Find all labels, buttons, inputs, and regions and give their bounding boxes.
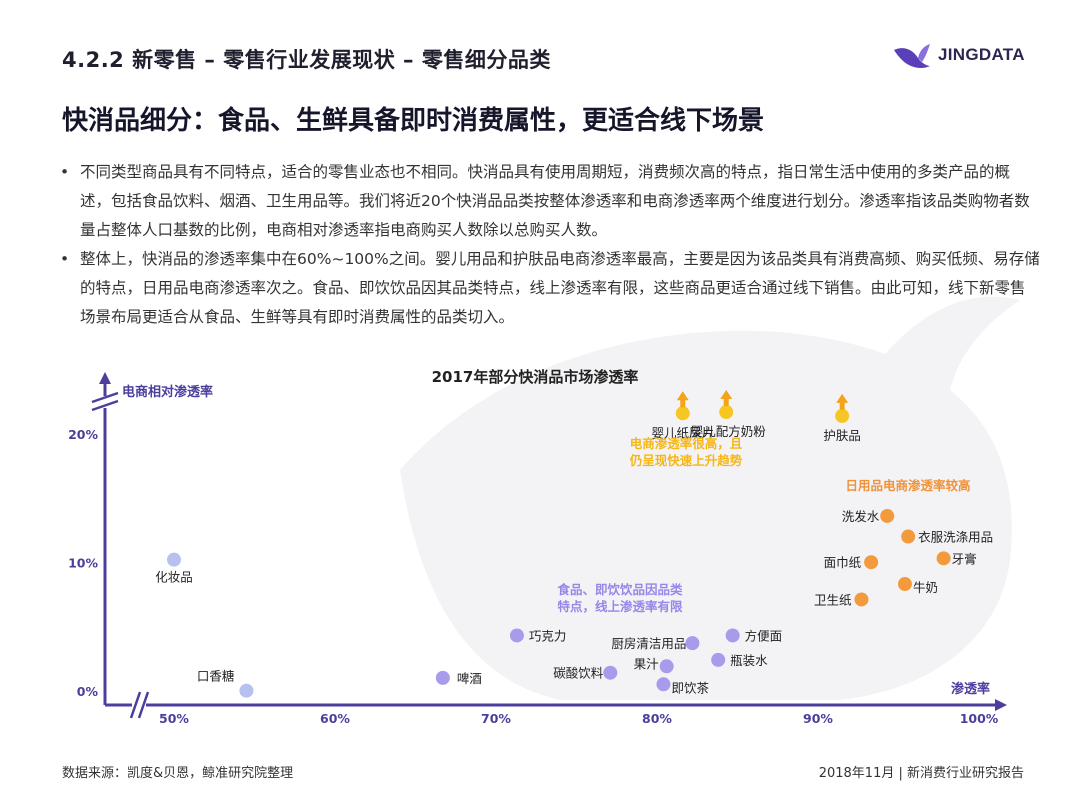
point-label: 果汁 bbox=[634, 656, 660, 671]
annotation-text: 特点，线上渗透率有限 bbox=[557, 599, 683, 614]
bullet-text: 不同类型商品具有不同特点，适合的零售业态也不相同。快消品具有使用周期短，消费频次… bbox=[80, 163, 1030, 239]
point-label: 啤酒 bbox=[457, 671, 482, 686]
x-tick-label: 80% bbox=[642, 711, 672, 726]
trend-arrow-head bbox=[836, 393, 849, 403]
data-point bbox=[835, 408, 850, 423]
data-point bbox=[435, 670, 450, 685]
bullet-item: • 不同类型商品具有不同特点，适合的零售业态也不相同。快消品具有使用周期短，消费… bbox=[60, 158, 1040, 245]
y-axis-break-mark bbox=[91, 399, 119, 412]
data-point bbox=[719, 405, 734, 420]
point-label: 口香糖 bbox=[197, 669, 235, 684]
data-point bbox=[864, 555, 879, 570]
y-axis-break-mark bbox=[91, 391, 119, 404]
data-point bbox=[603, 665, 618, 680]
data-point bbox=[711, 652, 726, 667]
point-label: 碳酸饮料 bbox=[553, 666, 604, 681]
bullet-item: • 整体上，快消品的渗透率集中在60%~100%之间。婴儿用品和护肤品电商渗透率… bbox=[60, 245, 1040, 332]
y-axis-label: 电商相对渗透率 bbox=[122, 384, 213, 400]
x-axis-arrow bbox=[995, 699, 1007, 711]
point-label: 巧克力 bbox=[529, 628, 567, 643]
point-label: 洗发水 bbox=[842, 509, 880, 524]
data-point bbox=[675, 406, 690, 421]
x-tick-label: 100% bbox=[960, 711, 999, 726]
trend-arrow-shaft bbox=[680, 399, 686, 408]
trend-arrow-shaft bbox=[723, 398, 729, 407]
data-point bbox=[854, 592, 869, 607]
data-point bbox=[901, 529, 916, 544]
annotation-text: 电商渗透率很高，且 bbox=[630, 436, 743, 451]
page-headline: 快消品细分：食品、生鲜具备即时消费属性，更适合线下场景 bbox=[62, 106, 765, 136]
jingdata-logo: JINGDATA bbox=[892, 40, 1025, 70]
whale-logo-icon bbox=[894, 44, 930, 68]
x-tick-label: 70% bbox=[481, 711, 511, 726]
section-title: 4.2.2 新零售 – 零售行业发展现状 – 零售细分品类 bbox=[62, 48, 551, 72]
data-point bbox=[659, 659, 674, 674]
bullet-dot: • bbox=[60, 250, 70, 268]
data-point bbox=[239, 683, 254, 698]
annotation-text: 日用品电商渗透率较高 bbox=[845, 478, 970, 493]
trend-arrow-head bbox=[676, 391, 689, 401]
point-label: 面巾纸 bbox=[824, 555, 862, 570]
x-axis-label: 渗透率 bbox=[951, 681, 990, 697]
point-label: 护肤品 bbox=[823, 428, 861, 443]
annotation-text: 仍呈现快速上升趋势 bbox=[629, 453, 743, 468]
annotation-text: 食品、即饮饮品因品类 bbox=[556, 582, 683, 597]
point-label: 牛奶 bbox=[913, 580, 938, 595]
point-label: 瓶装水 bbox=[730, 653, 768, 668]
logo-text: JINGDATA bbox=[938, 45, 1025, 64]
x-tick-label: 60% bbox=[320, 711, 350, 726]
chart-title: 2017年部分快消品市场渗透率 bbox=[432, 368, 639, 386]
x-tick-label: 50% bbox=[159, 711, 189, 726]
y-tick-label: 20% bbox=[68, 427, 98, 442]
data-point bbox=[656, 677, 671, 692]
point-label: 化妆品 bbox=[155, 570, 193, 585]
report-date-footer: 2018年11月 | 新消费行业研究报告 bbox=[818, 766, 1024, 781]
point-label: 婴儿纸尿片 bbox=[652, 425, 715, 440]
data-point bbox=[509, 628, 524, 643]
data-source-note: 数据来源：凯度&贝恩，鲸准研究院整理 bbox=[62, 766, 294, 781]
data-point bbox=[725, 628, 740, 643]
data-point bbox=[685, 636, 700, 651]
point-label: 厨房清洁用品 bbox=[611, 636, 686, 651]
trend-arrow-head bbox=[720, 390, 733, 400]
y-axis-arrow bbox=[99, 372, 111, 384]
point-label: 即饮茶 bbox=[671, 680, 709, 695]
bullet-list: • 不同类型商品具有不同特点，适合的零售业态也不相同。快消品具有使用周期短，消费… bbox=[60, 158, 1040, 332]
data-point bbox=[936, 551, 951, 566]
x-axis-break-mark bbox=[129, 691, 142, 719]
x-axis-break-gap bbox=[132, 691, 146, 719]
data-point bbox=[880, 508, 895, 523]
x-tick-label: 90% bbox=[803, 711, 833, 726]
bullet-dot: • bbox=[60, 163, 70, 181]
y-tick-label: 10% bbox=[68, 556, 98, 571]
x-axis-break-mark bbox=[137, 691, 150, 719]
bullet-text: 整体上，快消品的渗透率集中在60%~100%之间。婴儿用品和护肤品电商渗透率最高… bbox=[80, 250, 1040, 326]
point-label: 方便面 bbox=[745, 628, 783, 643]
trend-arrow-shaft bbox=[839, 401, 845, 410]
point-label: 卫生纸 bbox=[814, 592, 852, 607]
data-point bbox=[897, 577, 912, 592]
point-label: 牙膏 bbox=[952, 551, 977, 566]
data-point bbox=[167, 552, 181, 567]
point-label: 婴儿配方奶粉 bbox=[691, 424, 767, 439]
point-label: 衣服洗涤用品 bbox=[918, 530, 993, 545]
y-tick-label: 0% bbox=[77, 684, 99, 699]
